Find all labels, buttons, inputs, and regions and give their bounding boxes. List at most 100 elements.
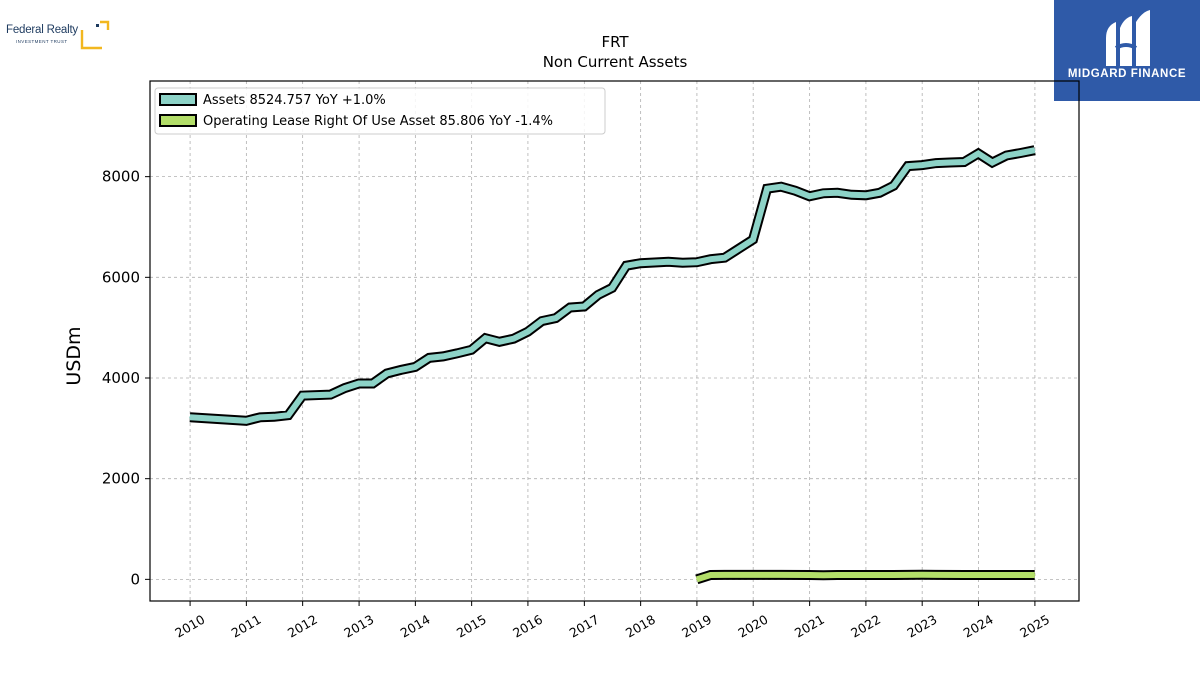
data-point-assets bbox=[639, 262, 642, 265]
data-point-operating-lease bbox=[921, 574, 923, 576]
data-point-assets bbox=[428, 357, 430, 359]
chart-subtitle: Non Current Assets bbox=[543, 53, 688, 71]
data-point-assets bbox=[977, 152, 980, 155]
data-point-assets bbox=[386, 372, 388, 375]
data-point-assets bbox=[723, 256, 726, 259]
data-point-assets bbox=[696, 261, 698, 264]
data-point-assets bbox=[794, 189, 797, 192]
x-tick-label: 2021 bbox=[792, 612, 827, 641]
data-point-operating-lease bbox=[780, 574, 782, 576]
y-tick-label: 6000 bbox=[102, 268, 140, 286]
data-point-operating-lease bbox=[752, 574, 754, 576]
series-line-operating-lease bbox=[695, 571, 1035, 583]
x-tick-label: 2020 bbox=[735, 612, 770, 641]
x-tick-label: 2011 bbox=[229, 612, 264, 641]
data-point-assets bbox=[780, 185, 782, 188]
data-point-assets bbox=[583, 305, 585, 308]
data-point-assets bbox=[470, 349, 473, 351]
x-tick-label: 2013 bbox=[341, 612, 376, 641]
x-axis: 2010 2011 2012 2013 2014 2015 2016 2017 2018 2019… bbox=[172, 601, 1052, 641]
federal-realty-logo: Federal Realty INVESTMENT TRUST bbox=[4, 14, 116, 54]
data-point-operating-lease bbox=[1005, 574, 1008, 576]
data-point-assets bbox=[822, 192, 825, 195]
x-tick-label: 2015 bbox=[454, 612, 489, 641]
data-point-assets bbox=[1005, 154, 1008, 157]
data-point-operating-lease bbox=[808, 574, 811, 576]
data-point-assets bbox=[343, 387, 346, 389]
data-point-operating-lease bbox=[709, 574, 712, 576]
data-point-assets bbox=[963, 161, 965, 163]
data-point-assets bbox=[372, 382, 374, 385]
data-point-operating-lease bbox=[723, 574, 726, 576]
data-point-assets bbox=[541, 320, 543, 322]
midgard-finance-logo: MIDGARD FINANCE bbox=[1054, 0, 1200, 101]
data-point-operating-lease bbox=[696, 578, 698, 581]
data-point-assets bbox=[259, 416, 261, 419]
data-point-assets bbox=[273, 416, 275, 418]
data-point-assets bbox=[921, 164, 923, 166]
x-tick-label: 2012 bbox=[285, 612, 320, 641]
data-point-assets bbox=[738, 247, 740, 250]
x-tick-label: 2010 bbox=[172, 612, 207, 641]
data-point-assets bbox=[766, 187, 768, 190]
data-point-assets bbox=[245, 420, 247, 422]
data-point-assets bbox=[865, 194, 867, 197]
x-tick-label: 2014 bbox=[398, 612, 433, 641]
y-tick-label: 8000 bbox=[102, 168, 140, 186]
x-tick-label: 2019 bbox=[679, 612, 714, 641]
legend: Assets 8524.757 YoY +1.0% Operating Leas… bbox=[154, 87, 606, 135]
data-point-assets bbox=[892, 184, 895, 187]
data-point-assets bbox=[907, 165, 909, 167]
data-point-assets bbox=[752, 238, 754, 241]
data-point-assets bbox=[667, 260, 670, 263]
legend-swatch-operating-lease bbox=[159, 114, 197, 127]
x-tick-label: 2018 bbox=[623, 612, 658, 641]
data-point-assets bbox=[991, 161, 994, 164]
midgard-brand-text: MIDGARD FINANCE bbox=[1067, 68, 1187, 80]
plot-frame bbox=[149, 80, 1080, 602]
y-tick-label: 4000 bbox=[102, 369, 140, 387]
data-point-assets bbox=[611, 287, 613, 289]
data-point-assets bbox=[287, 414, 290, 417]
data-point-assets bbox=[301, 394, 304, 397]
data-point-assets bbox=[808, 195, 811, 198]
data-point-operating-lease bbox=[822, 574, 825, 577]
data-point-assets bbox=[709, 258, 712, 261]
data-point-operating-lease bbox=[963, 574, 965, 576]
data-point-assets bbox=[878, 192, 881, 194]
x-tick-label: 2024 bbox=[961, 612, 996, 641]
y-axis: 0 2000 4000 6000 8000 bbox=[102, 168, 150, 588]
x-tick-label: 2022 bbox=[848, 612, 883, 641]
midgard-m-icon bbox=[1106, 10, 1150, 66]
y-tick-label: 0 bbox=[130, 570, 140, 588]
data-point-operating-lease bbox=[1033, 574, 1036, 576]
data-point-operating-lease bbox=[836, 574, 839, 576]
data-point-operating-lease bbox=[892, 574, 895, 576]
x-tick-label: 2023 bbox=[904, 612, 939, 641]
data-point-assets bbox=[329, 393, 332, 396]
data-point-assets bbox=[358, 382, 360, 385]
data-point-assets bbox=[850, 194, 853, 196]
data-point-assets bbox=[935, 162, 937, 164]
x-tick-label: 2017 bbox=[567, 612, 602, 641]
data-point-operating-lease bbox=[865, 574, 867, 576]
data-point-assets bbox=[1033, 149, 1036, 151]
data-point-assets bbox=[681, 261, 684, 264]
data-point-assets bbox=[512, 337, 515, 340]
series-line-assets bbox=[189, 147, 1036, 424]
data-point-assets bbox=[597, 294, 599, 296]
legend-entry-operating-lease: Operating Lease Right Of Use Asset 85.80… bbox=[203, 114, 553, 129]
logo-brand-name: Federal Realty bbox=[6, 24, 78, 36]
series-layer bbox=[189, 145, 1036, 585]
legend-box bbox=[154, 87, 606, 135]
data-point-assets bbox=[625, 264, 628, 267]
grid bbox=[150, 81, 1079, 601]
y-tick-label: 2000 bbox=[102, 470, 140, 488]
logo-brand-subtitle: INVESTMENT TRUST bbox=[16, 39, 68, 44]
data-point-assets bbox=[555, 317, 557, 319]
y-axis-label: USDm bbox=[63, 326, 85, 385]
data-point-assets bbox=[442, 355, 444, 358]
data-point-assets bbox=[1019, 152, 1022, 154]
data-point-assets bbox=[400, 369, 402, 371]
